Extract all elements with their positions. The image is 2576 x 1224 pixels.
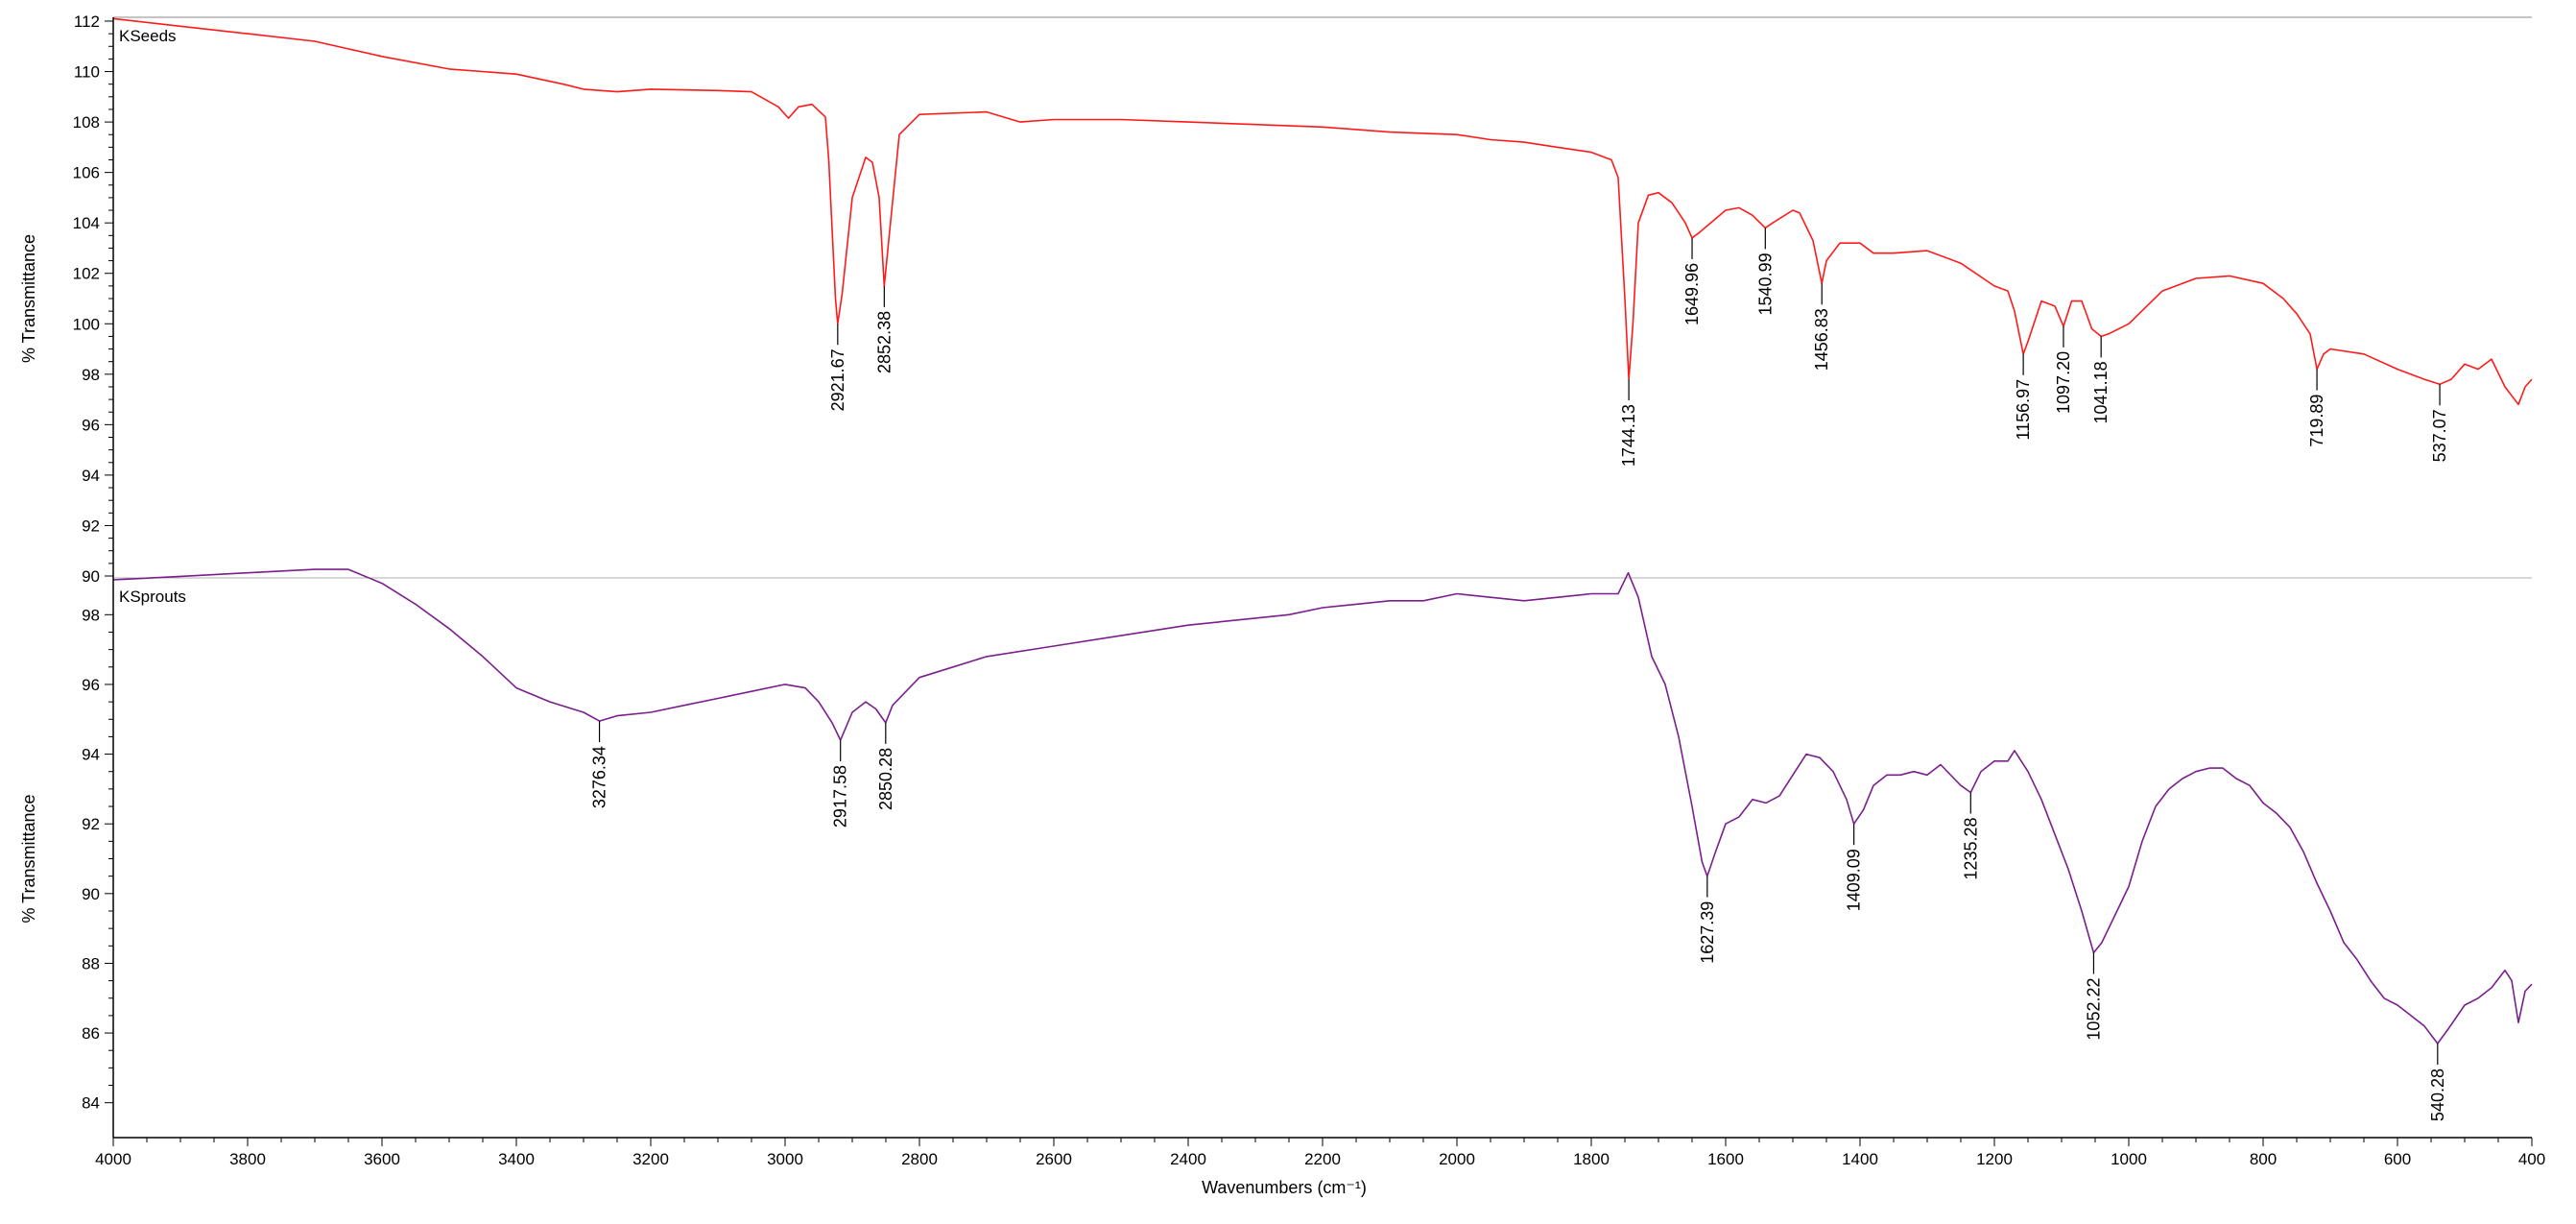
x-tick-label: 3200 xyxy=(632,1150,669,1168)
peak-label: 1235.28 xyxy=(1961,818,1980,880)
x-tick-label: 1800 xyxy=(1573,1150,1610,1168)
x-tick-label: 2400 xyxy=(1170,1150,1206,1168)
x-tick-label: 3400 xyxy=(498,1150,535,1168)
x-tick-label: 4000 xyxy=(95,1150,131,1168)
series-line-ksprouts xyxy=(112,568,2533,1044)
peak-label: 1456.83 xyxy=(1812,308,1831,371)
peak-label: 2850.28 xyxy=(876,748,895,810)
x-tick-label: 2200 xyxy=(1304,1150,1341,1168)
series-lines xyxy=(112,17,2533,1044)
series-name-label: KSeeds xyxy=(119,27,177,45)
peak-label: 1409.09 xyxy=(1845,849,1864,911)
y-tick-label: 102 xyxy=(73,265,100,283)
series-line-kseeds xyxy=(112,17,2533,406)
y-tick-label: 92 xyxy=(82,815,100,833)
x-tick-label: 1400 xyxy=(1842,1150,1878,1168)
y-tick-label: 96 xyxy=(82,676,100,694)
x-tick-label: 1200 xyxy=(1976,1150,2013,1168)
y-tick-label: 100 xyxy=(73,315,100,333)
x-tick-label: 2600 xyxy=(1036,1150,1072,1168)
y-tick-label: 104 xyxy=(73,214,100,232)
x-tick-label: 3800 xyxy=(229,1150,266,1168)
peak-label: 1097.20 xyxy=(2054,351,2073,414)
x-tick-label: 800 xyxy=(2250,1150,2277,1168)
y-tick-label: 112 xyxy=(74,12,100,31)
peak-label: 1041.18 xyxy=(2091,361,2111,423)
peak-label: 540.28 xyxy=(2428,1068,2447,1121)
y-axis-title: % Transmittance xyxy=(19,794,38,923)
peak-label: 3276.34 xyxy=(590,746,609,808)
x-tick-label: 400 xyxy=(2518,1150,2545,1168)
peak-label: 2921.67 xyxy=(828,348,847,411)
y-tick-label: 92 xyxy=(82,516,100,535)
y-tick-label: 88 xyxy=(82,954,100,972)
y-tick-label: 90 xyxy=(82,885,100,903)
x-tick-label: 1600 xyxy=(1707,1150,1744,1168)
peak-label: 1627.39 xyxy=(1698,901,1717,964)
peak-label: 1156.97 xyxy=(2014,379,2033,441)
x-tick-label: 3000 xyxy=(767,1150,803,1168)
axes: 4000 3800 3600 3400 3200 3000 2800 2600 2400 2200… xyxy=(19,12,2545,1168)
x-tick-label: 3600 xyxy=(364,1150,400,1168)
x-tick-label: 1000 xyxy=(2111,1150,2147,1168)
y-tick-label: 94 xyxy=(82,467,100,485)
peak-annotations: 2921.67 2852.38 1744.13 1649.96 1540.99 1456.… xyxy=(590,228,2449,1121)
peak-label: 537.07 xyxy=(2430,409,2449,462)
y-tick-label: 110 xyxy=(74,63,100,82)
peak-label: 2917.58 xyxy=(831,765,850,828)
peak-label: 1052.22 xyxy=(2084,978,2103,1041)
peak-label: 1540.99 xyxy=(1755,252,1775,315)
y-tick-label: 96 xyxy=(82,416,100,434)
peak-label: 2852.38 xyxy=(874,311,894,373)
y-tick-label: 106 xyxy=(73,164,100,182)
y-tick-label: 94 xyxy=(82,746,100,764)
y-tick-label: 86 xyxy=(82,1024,100,1043)
y-tick-label: 84 xyxy=(82,1094,100,1113)
x-tick-label: 2000 xyxy=(1439,1150,1475,1168)
y-tick-label: 98 xyxy=(82,606,100,624)
y-tick-label: 108 xyxy=(73,113,100,132)
y-tick-label: 98 xyxy=(82,366,100,384)
y-axis-title: % Transmittance xyxy=(19,234,38,363)
x-axis-title: Wavenumbers (cm⁻¹) xyxy=(1202,1178,1367,1197)
peak-label: 1744.13 xyxy=(1619,404,1638,467)
x-tick-label: 2800 xyxy=(901,1150,938,1168)
series-name-label: KSprouts xyxy=(119,588,186,606)
y-tick-label: 90 xyxy=(82,567,100,586)
peak-label: 1649.96 xyxy=(1682,263,1702,325)
peak-label: 719.89 xyxy=(2307,395,2326,447)
x-tick-label: 600 xyxy=(2384,1150,2411,1168)
panel-frames xyxy=(113,16,2532,579)
